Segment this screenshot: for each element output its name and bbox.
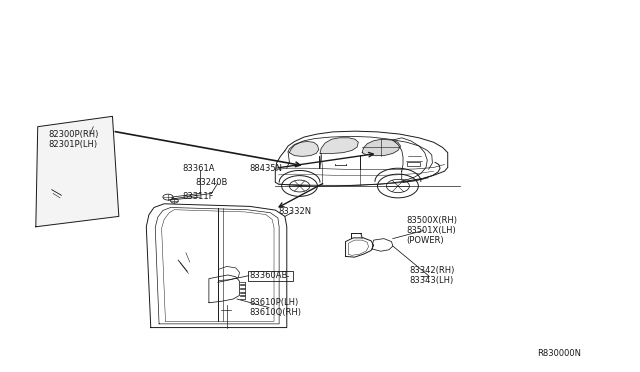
Text: 83610P(LH)
83610Q(RH): 83610P(LH) 83610Q(RH) xyxy=(250,298,301,317)
Text: R830000N: R830000N xyxy=(537,349,581,358)
Text: 83361A: 83361A xyxy=(182,164,215,173)
Bar xyxy=(407,161,420,166)
Text: 83360AB: 83360AB xyxy=(250,271,288,280)
Bar xyxy=(248,271,293,280)
Text: 83342(RH)
83343(LH): 83342(RH) 83343(LH) xyxy=(410,266,455,285)
Polygon shape xyxy=(320,138,358,153)
Polygon shape xyxy=(36,116,119,227)
Text: 83500X(RH)
83501X(LH)
(POWER): 83500X(RH) 83501X(LH) (POWER) xyxy=(406,215,457,246)
Text: 83240B: 83240B xyxy=(195,178,228,187)
Polygon shape xyxy=(289,141,319,156)
Text: 83332N: 83332N xyxy=(278,208,312,217)
Text: 88435N: 88435N xyxy=(250,164,283,173)
Text: 82300P(RH)
82301P(LH): 82300P(RH) 82301P(LH) xyxy=(49,130,99,150)
Polygon shape xyxy=(362,139,401,155)
Text: 83311F: 83311F xyxy=(182,192,214,201)
